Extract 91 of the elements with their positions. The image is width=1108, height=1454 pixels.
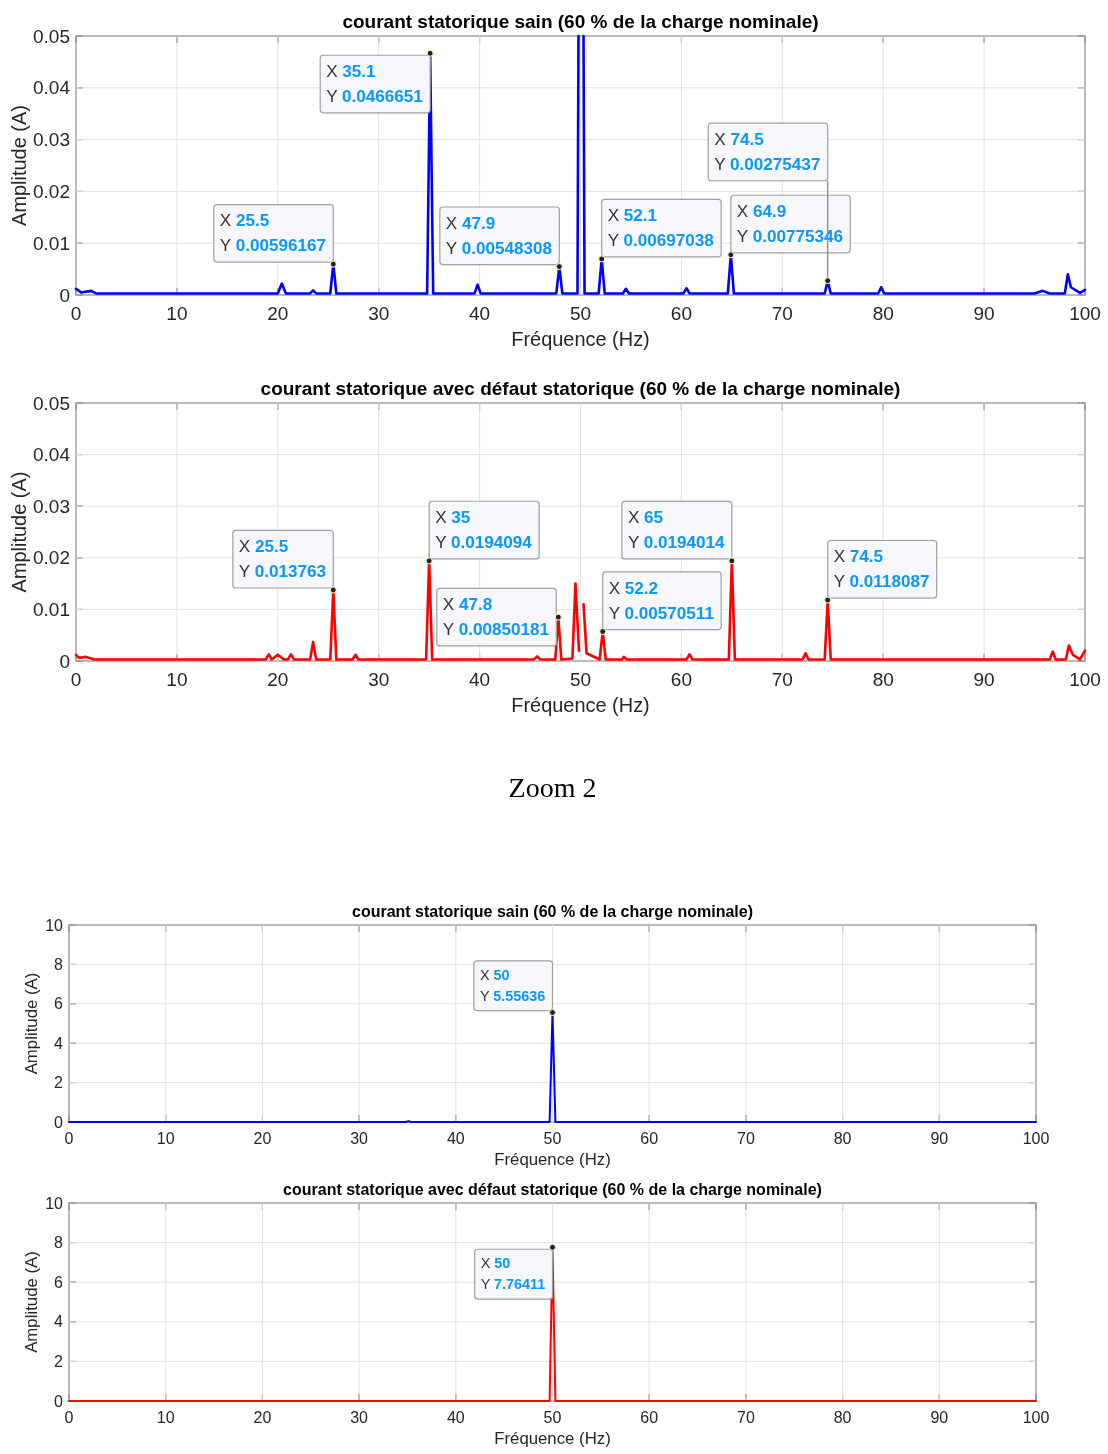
- x-tick-label: 60: [670, 669, 692, 690]
- x-tick-label: 50: [569, 669, 592, 690]
- x-tick-label: 50: [569, 303, 592, 324]
- y-tick-label: 10: [45, 1194, 64, 1212]
- x-tick-label: 60: [640, 1409, 659, 1426]
- y-axis-title: Amplitude (A): [8, 105, 30, 226]
- annotation: X 47.9 Y 0.00548308: [445, 213, 553, 258]
- x-tick-label: 20: [253, 1409, 272, 1426]
- x-tick-label: 90: [930, 1130, 949, 1147]
- x-tick-label: 20: [267, 303, 289, 324]
- annotation: X 50 Y 7.76411: [480, 1255, 546, 1293]
- y-tick-label: 0.01: [33, 599, 70, 621]
- annotation: X 35.1 Y 0.0466651: [326, 62, 424, 106]
- x-tick-label: 40: [446, 1409, 465, 1426]
- y-tick-label: 0: [54, 1113, 64, 1131]
- y-tick-label: 4: [54, 1034, 64, 1052]
- annotation: X 74.5 Y 0.00275437: [714, 129, 821, 174]
- y-tick-label: 8: [54, 1234, 64, 1252]
- x-tick-label: 80: [833, 1409, 852, 1426]
- y-tick-label: 0: [54, 1392, 64, 1410]
- x-tick-label: 30: [350, 1409, 369, 1426]
- annotation: X 74.5 Y 0.0118087: [833, 547, 930, 592]
- y-tick-label: 10: [45, 916, 64, 934]
- y-axis-title: Amplitude (A): [22, 1251, 41, 1353]
- annotation: X 52.2 Y 0.00570511: [608, 578, 715, 623]
- x-tick-label: 20: [253, 1130, 272, 1147]
- x-tick-label: 30: [350, 1130, 369, 1147]
- x-tick-label: 70: [771, 303, 793, 324]
- x-tick-label: 70: [771, 669, 793, 690]
- chart-title: courant statorique sain (60 % de la charge nominale): [352, 903, 753, 920]
- y-tick-label: 0: [59, 650, 70, 672]
- x-tick-label: 100: [1022, 1130, 1050, 1147]
- y-tick-label: 0.03: [33, 495, 70, 517]
- annotation: X 64.9 Y 0.00775346: [736, 202, 843, 246]
- y-tick-label: 0.05: [33, 392, 70, 414]
- x-tick-label: 30: [368, 669, 390, 690]
- x-tick-label: 30: [368, 303, 390, 324]
- x-tick-label: 90: [930, 1409, 949, 1426]
- y-tick-label: 0.03: [33, 129, 70, 151]
- x-tick-label: 50: [543, 1409, 562, 1426]
- x-tick-label: 100: [1069, 303, 1101, 324]
- x-tick-label: 50: [543, 1130, 562, 1147]
- x-tick-label: 10: [156, 1130, 175, 1147]
- annotation: X 25.5 Y 0.013763: [238, 537, 326, 582]
- x-tick-label: 70: [737, 1130, 755, 1147]
- x-tick-label: 70: [737, 1409, 755, 1426]
- annotation: X 47.8 Y 0.00850181: [442, 595, 550, 639]
- y-tick-label: 6: [54, 1273, 64, 1291]
- y-tick-label: 0: [59, 284, 70, 306]
- y-tick-label: 0.04: [33, 444, 71, 466]
- chart-title: courant statorique avec défaut statorique (60 % de la charge nominale): [283, 1181, 822, 1198]
- annotation: X 52.1 Y 0.00697038: [607, 206, 714, 250]
- x-axis-title: Fréquence (Hz): [511, 694, 650, 717]
- x-axis-title: Fréquence (Hz): [511, 328, 650, 351]
- x-tick-label: 10: [166, 669, 188, 690]
- x-tick-label: 40: [469, 303, 491, 324]
- y-axis-title: Amplitude (A): [22, 972, 41, 1075]
- y-tick-label: 2: [54, 1074, 64, 1092]
- chart-title: courant statorique sain (60 % de la charge nominale): [342, 11, 819, 32]
- annotation: X 25.5 Y 0.00596167: [219, 211, 326, 256]
- x-tick-label: 40: [446, 1130, 465, 1147]
- y-tick-label: 0.04: [33, 77, 71, 99]
- x-tick-label: 20: [267, 669, 289, 690]
- chart-title: courant statorique avec défaut statorique (60 % de la charge nominale): [260, 378, 901, 399]
- annotation: X 65 Y 0.0194014: [627, 508, 726, 552]
- y-tick-label: 4: [54, 1313, 64, 1331]
- x-tick-label: 100: [1022, 1409, 1050, 1426]
- y-tick-label: 6: [54, 995, 64, 1013]
- y-tick-label: 0.05: [33, 25, 70, 47]
- x-tick-label: 80: [872, 303, 894, 324]
- x-tick-label: 40: [469, 669, 491, 690]
- x-tick-label: 90: [973, 669, 995, 690]
- x-tick-label: 80: [872, 669, 894, 690]
- x-axis-title: Fréquence (Hz): [494, 1150, 611, 1170]
- x-tick-label: 10: [156, 1409, 175, 1426]
- x-tick-label: 10: [166, 303, 188, 324]
- x-tick-label: 90: [973, 303, 995, 324]
- x-tick-label: 60: [640, 1130, 659, 1147]
- x-axis-title: Fréquence (Hz): [494, 1429, 611, 1449]
- y-tick-label: 0.01: [33, 232, 70, 254]
- x-tick-label: 100: [1069, 669, 1101, 690]
- y-tick-label: 0.02: [33, 547, 70, 569]
- y-tick-label: 2: [54, 1353, 64, 1370]
- y-tick-label: 8: [54, 956, 64, 973]
- x-tick-label: 60: [670, 303, 692, 324]
- y-tick-label: 0.02: [33, 181, 70, 203]
- y-axis-title: Amplitude (A): [8, 471, 30, 593]
- text: Zoom 2: [508, 772, 597, 803]
- annotation: X 35 Y 0.0194094: [435, 508, 533, 552]
- annotation: X 50 Y 5.55636: [479, 966, 546, 1004]
- x-tick-label: 80: [833, 1130, 852, 1147]
